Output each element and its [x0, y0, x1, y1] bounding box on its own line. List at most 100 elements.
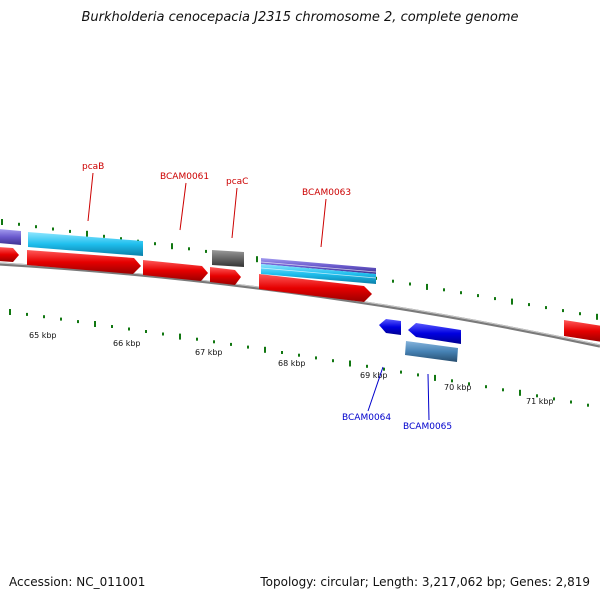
outer-tick	[86, 230, 88, 237]
cds-pcaB[interactable]	[27, 250, 141, 274]
cds-right-partial[interactable]	[564, 320, 600, 342]
tick-label-69kbp: 69 kbp	[360, 371, 388, 380]
outer-tick	[103, 234, 105, 238]
gene-BCAM0063-band-cyan[interactable]	[261, 264, 376, 284]
leader-BCAM0064	[367, 366, 384, 412]
inner-tick	[570, 400, 572, 404]
inner-tick	[400, 370, 402, 374]
tick-label-66kbp: 66 kbp	[113, 339, 141, 348]
cds-BCAM0061[interactable]	[143, 260, 208, 281]
cds-BCAM0063[interactable]	[259, 274, 372, 302]
inner-tick	[43, 315, 45, 319]
inner-tick	[111, 325, 113, 328]
label-BCAM0064[interactable]: BCAM0064	[342, 413, 391, 423]
inner-tick	[247, 345, 249, 349]
outer-tick	[579, 312, 581, 316]
inner-tick	[451, 379, 453, 383]
inner-tick	[94, 321, 96, 327]
cds-BCAM0065[interactable]	[408, 323, 461, 344]
tick-row-inner	[9, 309, 589, 407]
outer-tick	[460, 291, 462, 295]
label-BCAM0065[interactable]: BCAM0065	[403, 422, 452, 432]
accession-text: Accession: NC_011001	[9, 575, 146, 589]
gene-purple-left[interactable]	[0, 229, 21, 245]
outer-tick	[392, 279, 394, 283]
inner-tick	[145, 330, 147, 333]
inner-tick	[349, 360, 351, 367]
outer-tick	[443, 288, 445, 292]
inner-tick	[553, 397, 555, 401]
tick-label-70kbp: 70 kbp	[444, 383, 472, 392]
outer-tick	[171, 243, 173, 250]
inner-tick	[9, 309, 11, 315]
outer-tick	[426, 283, 428, 290]
inner-tick	[196, 337, 198, 341]
inner-tick	[60, 317, 62, 321]
outer-tick	[1, 219, 3, 225]
inner-tick	[536, 394, 538, 398]
outer-tick	[205, 249, 207, 253]
outer-tick	[562, 309, 564, 313]
outer-tick	[18, 222, 20, 226]
gene-BCAM0063-band-stripe	[260, 261, 377, 279]
inner-tick	[77, 320, 79, 324]
label-BCAM0061[interactable]: BCAM0061	[160, 172, 209, 182]
leader-BCAM0061	[179, 182, 187, 231]
genome-summary-text: Topology: circular; Length: 3,217,062 bp…	[260, 575, 590, 589]
map-title: Burkholderia cenocepacia J2315 chromosom…	[81, 10, 519, 25]
label-pcaB[interactable]: pcaB	[82, 162, 104, 172]
inner-tick	[162, 332, 164, 336]
gene-BCAM0061-gray[interactable]	[212, 250, 244, 267]
outer-tick	[188, 247, 190, 251]
cds-BCAM0064[interactable]	[379, 319, 401, 335]
outer-tick	[256, 256, 258, 263]
cds-left-partial[interactable]	[0, 247, 19, 262]
label-pcaC[interactable]: pcaC	[226, 177, 248, 187]
inner-tick	[519, 389, 521, 396]
inner-tick	[383, 367, 385, 371]
outer-tick	[69, 229, 71, 233]
inner-tick	[417, 373, 419, 377]
gene-BCAM0065-steel[interactable]	[405, 341, 458, 362]
gene-pcaB[interactable]	[28, 232, 143, 256]
inner-tick	[587, 403, 589, 407]
inner-tick	[332, 359, 334, 363]
outer-tick	[494, 297, 496, 301]
inner-tick	[366, 364, 368, 368]
outer-tick	[511, 298, 513, 305]
outer-tick	[409, 282, 411, 286]
inner-tick	[26, 312, 28, 316]
inner-tick	[179, 333, 181, 340]
leader-BCAM0063	[320, 198, 327, 248]
outer-tick	[52, 227, 54, 231]
leader-pcaC	[231, 187, 238, 239]
inner-tick	[128, 327, 130, 331]
inner-tick	[468, 382, 470, 386]
inner-tick	[213, 340, 215, 344]
inner-tick	[298, 353, 300, 357]
outer-tick	[528, 303, 530, 307]
leader-pcaB	[87, 172, 94, 222]
inner-tick	[315, 356, 317, 360]
outer-tick	[596, 313, 598, 320]
inner-tick	[434, 374, 436, 381]
inner-tick	[230, 342, 232, 346]
inner-tick	[281, 351, 283, 354]
tick-label-67kbp: 67 kbp	[195, 348, 223, 357]
tick-label-71kbp: 71 kbp	[526, 397, 554, 406]
inner-tick	[502, 388, 504, 392]
leader-BCAM0065	[427, 373, 430, 421]
outer-tick	[545, 306, 547, 310]
outer-tick	[154, 242, 156, 246]
tick-label-68kbp: 68 kbp	[278, 359, 306, 368]
outer-tick	[35, 225, 37, 229]
tick-label-65kbp: 65 kbp	[29, 331, 57, 340]
gene-BCAM0063-band-purple[interactable]	[261, 258, 376, 274]
inner-tick	[485, 385, 487, 389]
cds-pcaC[interactable]	[210, 267, 241, 285]
outer-tick	[477, 294, 479, 298]
inner-tick	[264, 346, 266, 353]
outer-tick	[120, 237, 122, 241]
label-BCAM0063[interactable]: BCAM0063	[302, 188, 351, 198]
